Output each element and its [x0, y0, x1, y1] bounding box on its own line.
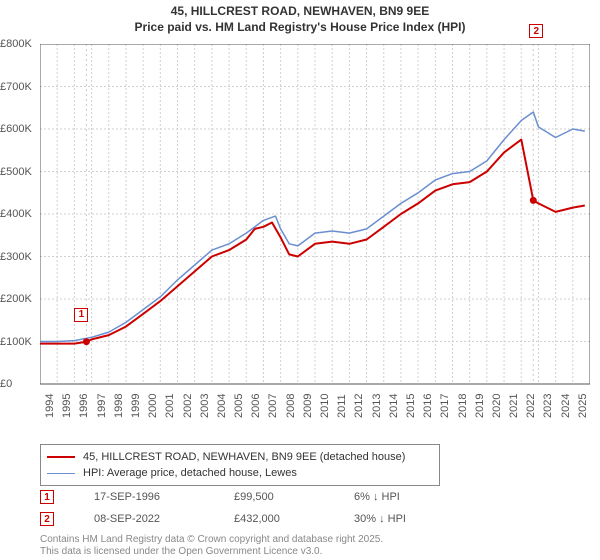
footer-note: Contains HM Land Registry data © Crown c…: [40, 534, 580, 558]
title-line2: Price paid vs. HM Land Registry's House …: [0, 20, 600, 36]
xtick-label: 1999: [130, 394, 142, 418]
xtick-label: 2006: [250, 394, 262, 418]
xtick-label: 1996: [78, 394, 90, 418]
xtick-label: 2001: [164, 394, 176, 418]
ytick-label: £100K: [0, 336, 38, 348]
footer-line2: This data is licensed under the Open Gov…: [40, 546, 580, 558]
chart-marker-badge: 2: [529, 24, 543, 38]
legend-box: 45, HILLCREST ROAD, NEWHAVEN, BN9 9EE (d…: [40, 444, 440, 486]
xtick-label: 2023: [542, 394, 554, 418]
marker-price-2: £432,000: [234, 513, 354, 525]
ytick-label: £0: [0, 378, 38, 390]
chart-marker-badge: 1: [74, 308, 88, 322]
marker-delta-1: 6% ↓ HPI: [354, 491, 474, 503]
legend-swatch-price: [47, 456, 75, 458]
xtick-label: 2013: [371, 394, 383, 418]
marker-price-1: £99,500: [234, 491, 354, 503]
marker-badge-2: 2: [40, 512, 54, 526]
marker-delta-2: 30% ↓ HPI: [354, 513, 474, 525]
xtick-label: 2020: [491, 394, 503, 418]
xtick-label: 2018: [457, 394, 469, 418]
legend-row-hpi: HPI: Average price, detached house, Lewe…: [47, 465, 433, 481]
chart-container: 45, HILLCREST ROAD, NEWHAVEN, BN9 9EE Pr…: [0, 0, 600, 560]
xtick-label: 2014: [388, 394, 400, 418]
chart-svg: [40, 44, 590, 394]
marker-badge-1: 1: [40, 490, 54, 504]
xtick-label: 2007: [267, 394, 279, 418]
xtick-label: 1995: [61, 394, 73, 418]
xtick-label: 2010: [319, 394, 331, 418]
xtick-label: 2005: [233, 394, 245, 418]
xtick-label: 2022: [525, 394, 537, 418]
xtick-label: 2011: [336, 394, 348, 418]
ytick-label: £400K: [0, 208, 38, 220]
legend-row-price: 45, HILLCREST ROAD, NEWHAVEN, BN9 9EE (d…: [47, 449, 433, 465]
xtick-label: 2021: [508, 394, 520, 418]
ytick-label: £700K: [0, 81, 38, 93]
xtick-label: 2003: [199, 394, 211, 418]
ytick-label: £300K: [0, 251, 38, 263]
xtick-label: 2025: [577, 394, 589, 418]
legend-label-hpi: HPI: Average price, detached house, Lewe…: [83, 467, 297, 479]
xtick-label: 2019: [474, 394, 486, 418]
xtick-label: 2008: [285, 394, 297, 418]
xtick-label: 2009: [302, 394, 314, 418]
title-block: 45, HILLCREST ROAD, NEWHAVEN, BN9 9EE Pr…: [0, 0, 600, 35]
footer-line1: Contains HM Land Registry data © Crown c…: [40, 534, 580, 546]
marker-info-1: 1 17-SEP-1996 £99,500 6% ↓ HPI: [40, 490, 580, 504]
xtick-label: 1998: [113, 394, 125, 418]
marker-info-2: 2 08-SEP-2022 £432,000 30% ↓ HPI: [40, 512, 580, 526]
legend-swatch-hpi: [47, 473, 75, 474]
ytick-label: £200K: [0, 293, 38, 305]
xtick-label: 2015: [405, 394, 417, 418]
xtick-label: 2012: [353, 394, 365, 418]
chart-area: [40, 44, 590, 394]
xtick-label: 2024: [560, 394, 572, 418]
ytick-label: £800K: [0, 38, 38, 50]
xtick-label: 2017: [439, 394, 451, 418]
legend-label-price: 45, HILLCREST ROAD, NEWHAVEN, BN9 9EE (d…: [83, 451, 405, 463]
xtick-label: 2004: [216, 394, 228, 418]
marker-date-2: 08-SEP-2022: [94, 513, 234, 525]
xtick-label: 2002: [182, 394, 194, 418]
marker-date-1: 17-SEP-1996: [94, 491, 234, 503]
xtick-label: 1994: [44, 394, 56, 418]
xtick-label: 2000: [147, 394, 159, 418]
ytick-label: £600K: [0, 123, 38, 135]
xtick-label: 1997: [96, 394, 108, 418]
ytick-label: £500K: [0, 166, 38, 178]
xtick-label: 2016: [422, 394, 434, 418]
title-line1: 45, HILLCREST ROAD, NEWHAVEN, BN9 9EE: [0, 4, 600, 20]
